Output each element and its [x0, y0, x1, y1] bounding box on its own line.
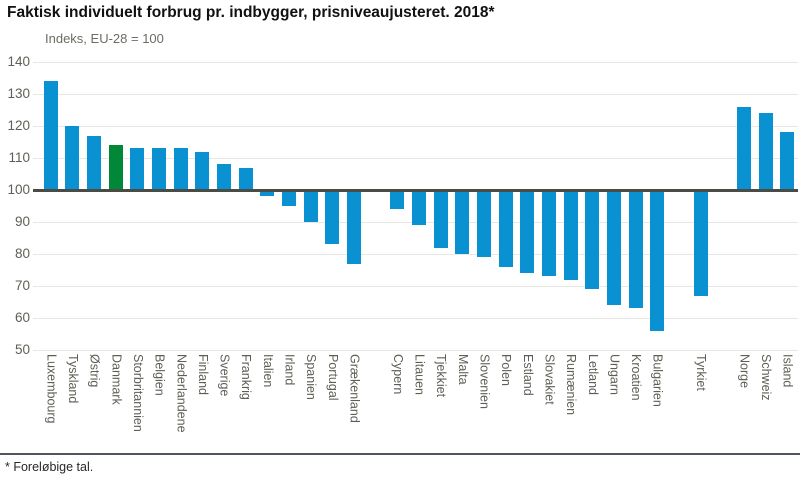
x-axis-label-portugal: Portugal — [325, 354, 340, 401]
chart-title: Faktisk individuelt forbrug pr. indbygge… — [7, 4, 495, 21]
x-axis-label-finland: Finland — [195, 354, 210, 395]
x-axis-label-luxembourg: Luxembourg — [44, 354, 59, 424]
baseline-100-line — [33, 188, 798, 192]
x-axis-label-kroatien: Kroatien — [629, 354, 644, 401]
chart-footnote: * Foreløbige tal. — [5, 460, 94, 474]
bar-danmark — [108, 145, 123, 190]
gridline-120 — [33, 125, 798, 127]
x-axis-label-malta: Malta — [455, 354, 470, 385]
y-axis-tick-120: 120 — [7, 118, 30, 133]
bar-luxembourg — [43, 81, 58, 190]
bar-rumaenien — [563, 190, 578, 280]
x-axis-label-island: Island — [780, 354, 795, 388]
y-axis-tick-50: 50 — [14, 342, 30, 357]
x-axis-label-spanien: Spanien — [304, 354, 319, 400]
bar-frankrig — [238, 167, 253, 190]
x-axis-label-belgien: Belgien — [152, 354, 167, 396]
x-axis-label-graekenland: Grækenland — [347, 354, 362, 423]
bar-tjekkiet — [433, 190, 448, 248]
bar-island — [780, 132, 795, 190]
bar-tyrkiet — [693, 190, 708, 296]
bar-oestrig — [87, 135, 102, 190]
x-axis-label-sverige: Sverige — [217, 354, 232, 397]
bar-sverige — [217, 164, 232, 190]
bar-estland — [520, 190, 535, 274]
x-axis-label-nederlandene: Nederlandene — [174, 354, 189, 433]
gridline-110 — [33, 157, 798, 159]
x-axis-label-frankrig: Frankrig — [239, 354, 254, 400]
bar-storbritannien — [130, 148, 145, 190]
x-axis-label-italien: Italien — [260, 354, 275, 388]
bar-nederlandene — [173, 148, 188, 190]
bar-irland — [282, 190, 297, 206]
y-axis-tick-70: 70 — [14, 278, 30, 293]
y-axis-tick-60: 60 — [14, 310, 30, 325]
bar-bulgarien — [650, 190, 665, 331]
x-axis-label-ungarn: Ungarn — [607, 354, 622, 395]
bar-finland — [195, 151, 210, 190]
bar-tyskland — [65, 126, 80, 190]
bar-letland — [585, 190, 600, 290]
x-axis-label-cypern: Cypern — [390, 354, 405, 395]
y-axis-tick-110: 110 — [8, 150, 30, 165]
x-axis-label-irland: Irland — [282, 354, 297, 386]
x-axis-label-slovenien: Slovenien — [477, 354, 492, 409]
y-axis-tick-140: 140 — [7, 54, 30, 69]
gridline-140 — [33, 61, 798, 63]
bar-litauen — [412, 190, 426, 226]
gridline-50 — [33, 349, 798, 351]
chart-subtitle: Indeks, EU-28 = 100 — [45, 31, 164, 46]
x-axis-label-polen: Polen — [499, 354, 514, 386]
x-axis-label-schweiz: Schweiz — [759, 354, 773, 401]
x-axis-label-tjekkiet: Tjekkiet — [434, 354, 449, 398]
bar-slovakiet — [541, 190, 556, 277]
footer-separator-line — [0, 453, 800, 455]
bar-kroatien — [628, 190, 643, 309]
gridline-130 — [33, 93, 798, 95]
gridline-60 — [33, 317, 798, 319]
bar-portugal — [325, 190, 340, 245]
x-axis-label-bulgarien: Bulgarien — [650, 354, 665, 407]
y-axis-tick-90: 90 — [14, 214, 30, 229]
x-axis-label-danmark: Danmark — [109, 354, 124, 405]
bar-ungarn — [606, 190, 621, 306]
bar-italien — [260, 190, 275, 197]
y-axis-tick-80: 80 — [14, 246, 30, 261]
x-axis-label-litauen: Litauen — [412, 354, 427, 396]
bar-belgien — [152, 148, 167, 190]
x-axis-label-rumaenien: Rumænien — [564, 354, 579, 416]
x-axis-label-tyskland: Tyskland — [65, 354, 80, 404]
bar-malta — [455, 190, 470, 254]
x-axis-label-oestrig: Østrig — [87, 354, 102, 388]
bar-slovenien — [476, 190, 491, 258]
gridline-70 — [33, 285, 798, 287]
bar-polen — [498, 190, 513, 267]
x-axis-label-norge: Norge — [737, 354, 752, 389]
bar-norge — [736, 106, 751, 190]
x-axis-label-letland: Letland — [585, 354, 600, 396]
y-axis-tick-130: 130 — [7, 86, 30, 101]
gridline-80 — [33, 253, 798, 255]
x-axis-label-slovakiet: Slovakiet — [542, 354, 557, 405]
y-axis-tick-100: 100 — [7, 182, 30, 197]
bar-cypern — [390, 190, 405, 210]
x-axis-label-tyrkiet: Tyrkiet — [694, 354, 709, 391]
x-axis-label-storbritannien: Storbritannien — [130, 354, 145, 432]
bar-schweiz — [758, 113, 773, 190]
x-axis-label-estland: Estland — [520, 354, 535, 396]
bar-spanien — [303, 190, 318, 222]
bar-graekenland — [347, 190, 362, 264]
